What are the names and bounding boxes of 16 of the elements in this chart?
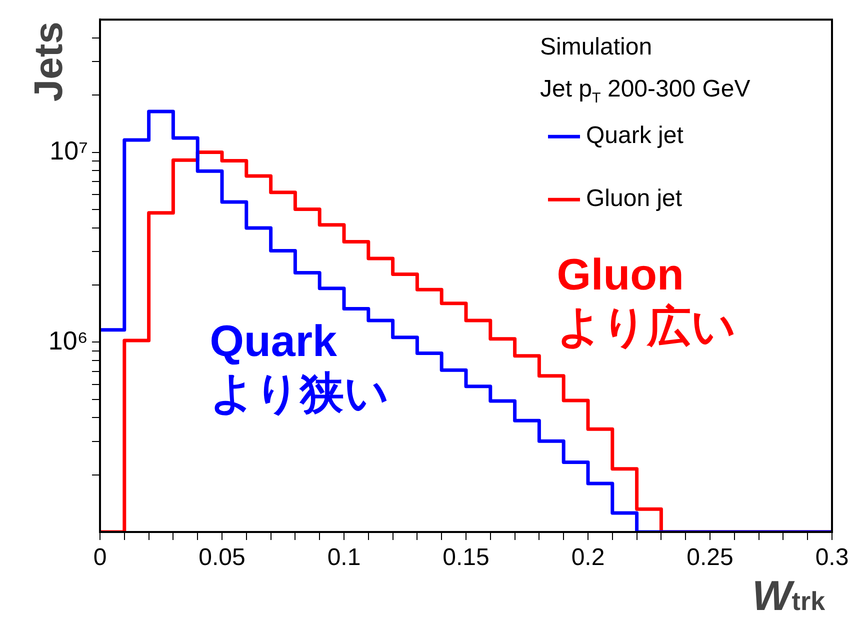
y-axis-title: Jets (27, 22, 71, 102)
annotation: Quark より狭い (210, 317, 389, 418)
legend-label: Quark jet (586, 122, 684, 150)
legend-label: Gluon jet (586, 185, 682, 212)
y-tick-label: 10⁷ (50, 135, 88, 166)
x-tick-label: 0.15 (442, 544, 490, 572)
x-tick-label: 0.3 (815, 544, 849, 572)
x-tick-label: 0.05 (198, 544, 246, 572)
annotation: Gluon より広い (556, 250, 736, 352)
x-tick-label: 0.25 (686, 544, 734, 572)
y-tick-label: 10⁶ (48, 325, 88, 356)
annotation: Simulation (540, 34, 652, 61)
x-axis-title: Wtrk (752, 572, 826, 619)
x-tick-label: 0.1 (327, 544, 361, 572)
x-tick-label: 0.2 (571, 544, 605, 572)
x-tick-label: 0 (93, 544, 107, 572)
